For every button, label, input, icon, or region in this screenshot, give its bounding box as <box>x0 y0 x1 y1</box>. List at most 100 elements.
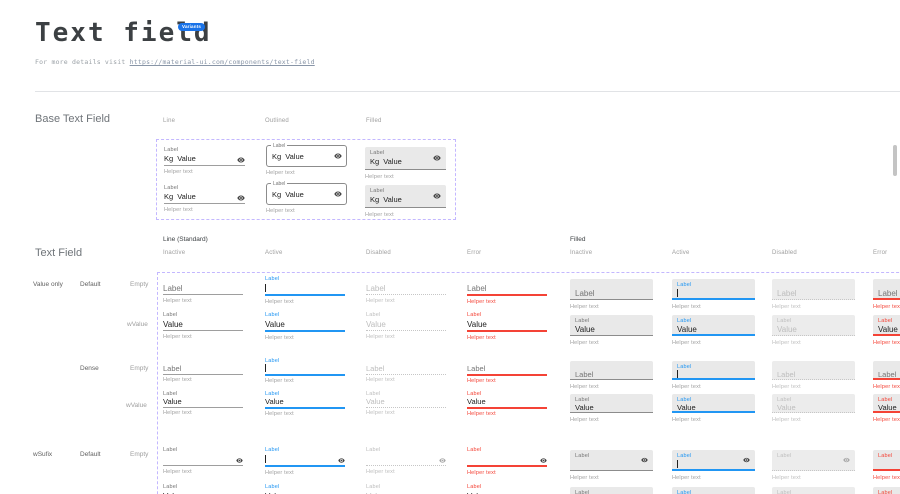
visibility-icon[interactable] <box>237 194 245 202</box>
filled-field-disabled-empty[interactable]: Label Helper text <box>772 357 855 390</box>
filled-field-disabled-empty[interactable]: Label Helper text <box>772 275 855 310</box>
floating-label: Label <box>677 453 692 459</box>
line-field-disabled-empty-sufix[interactable]: Label Helper text <box>366 446 446 475</box>
filled-field-inactive-value[interactable]: Label Value Helper text <box>570 390 653 423</box>
variants-badge[interactable]: Variants <box>178 23 206 31</box>
filled-field-inactive-empty-sufix[interactable]: Label Helper text <box>570 446 653 481</box>
line-field-active-empty[interactable]: Label Helper text <box>265 357 345 384</box>
line-field-active-empty-sufix[interactable]: Label Helper text <box>265 446 345 476</box>
docs-link[interactable]: https://material-ui.com/components/text-… <box>129 58 315 66</box>
filled-field-active-empty[interactable]: Label Helper text <box>672 275 755 310</box>
filled-field-active-value[interactable]: Label Value Helper text <box>672 311 755 346</box>
line-field-inactive-empty[interactable]: Label Helper text <box>163 357 243 383</box>
base-outlined-field[interactable]: Label Kg Value Helper text <box>266 181 347 214</box>
scrollbar-thumb[interactable] <box>893 145 897 176</box>
outlined-input: Label Kg Value <box>266 143 347 167</box>
filled-field-active-empty-sufix[interactable]: Label Helper text <box>672 446 755 481</box>
row-size-label: Dense <box>80 365 99 372</box>
line-field-error-empty[interactable]: Label Helper text <box>467 275 547 305</box>
filled-input: Label <box>570 361 653 380</box>
filled-field-error-empty[interactable]: Label Helper text <box>873 275 900 310</box>
filled-field-disabled-value[interactable]: Label Value Helper text <box>772 390 855 423</box>
field-value <box>366 454 446 465</box>
visibility-icon[interactable] <box>641 457 648 464</box>
floating-label: Label <box>271 181 288 187</box>
line-field-inactive-value[interactable]: Label Value Helper text <box>163 390 243 416</box>
helper-text: Helper text <box>873 340 900 346</box>
filled-field-inactive-empty[interactable]: Label Helper text <box>570 357 653 390</box>
line-field-error-empty-sufix[interactable]: Label Helper text <box>467 446 547 476</box>
placeholder-label: Label <box>467 364 486 373</box>
line-field-disabled-empty[interactable]: Label Helper text <box>366 357 446 383</box>
helper-text: Helper text <box>467 411 496 417</box>
filled-field-disabled-empty-sufix[interactable]: Label Helper text <box>772 446 855 481</box>
floating-label <box>777 281 850 288</box>
floating-label: Label <box>265 391 280 397</box>
prefix-text: Kg <box>272 151 282 161</box>
base-filled-field[interactable]: Label Kg Value Helper text <box>365 143 446 180</box>
helper-text: Helper text <box>164 207 193 213</box>
visibility-icon[interactable] <box>236 457 243 464</box>
filled-field-inactive-value[interactable]: Label Value Helper text <box>570 311 653 346</box>
filled-field-error-empty[interactable]: Label Helper text <box>873 357 900 390</box>
base-line-field[interactable]: Label Kg Value Helper text <box>164 146 245 175</box>
underline <box>265 374 345 376</box>
visibility-icon[interactable] <box>334 152 342 160</box>
filled-field-active-value[interactable]: Label Value Helper text <box>672 390 755 423</box>
field-value: Value <box>366 319 446 330</box>
line-field-disabled-value[interactable]: Label Value Helper text <box>366 390 446 416</box>
underline <box>163 330 243 331</box>
base-outlined-field[interactable]: Label Kg Value Helper text <box>266 143 347 176</box>
visibility-icon[interactable] <box>439 457 446 464</box>
line-field-active-value[interactable]: Label Value Helper text <box>265 390 345 417</box>
field-value <box>878 459 900 469</box>
visibility-icon[interactable] <box>433 192 441 200</box>
line-field-error-value[interactable]: Label Value Helper text <box>467 311 547 341</box>
filled-field-inactive-empty[interactable]: Label Helper text <box>570 275 653 310</box>
filled-field-error-value[interactable]: Label Value Helper text <box>873 311 900 346</box>
helper-text: Helper text <box>772 417 801 423</box>
line-field-active-empty[interactable]: Label Helper text <box>265 275 345 305</box>
row-size-label: Default <box>80 451 101 458</box>
base-filled-field[interactable]: Label Kg Value Helper text <box>365 181 446 218</box>
field-value: Value <box>265 491 345 494</box>
filled-field-error-value[interactable]: Label Value Helper text <box>873 390 900 423</box>
line-field-inactive-empty-sufix[interactable]: Label Helper text <box>163 446 243 475</box>
floating-label: Label <box>467 391 482 397</box>
line-field-inactive-empty[interactable]: Label Helper text <box>163 275 243 304</box>
filled-field-active-empty[interactable]: Label Helper text <box>672 357 755 390</box>
helper-text: Helper text <box>873 475 900 481</box>
line-field-disabled-empty[interactable]: Label Helper text <box>366 275 446 304</box>
line-field-disabled-value[interactable]: Label Value Helper text <box>366 311 446 340</box>
visibility-icon[interactable] <box>743 456 750 463</box>
value-text: Value <box>467 320 487 329</box>
visibility-icon[interactable] <box>843 457 850 464</box>
visibility-icon[interactable] <box>433 154 441 162</box>
filled-field-disabled-value[interactable]: Label Value Helper text <box>772 311 855 346</box>
text-caret <box>265 364 266 372</box>
header-divider <box>35 91 900 92</box>
field-value: Value <box>467 491 547 494</box>
visibility-icon[interactable] <box>338 457 345 464</box>
line-field-active-value[interactable]: Label Value Helper text <box>265 311 345 341</box>
filled-field-error-empty-sufix[interactable]: Label Helper text <box>873 446 900 481</box>
line-field-error-value[interactable]: Label Value Helper text <box>467 390 547 417</box>
floating-label <box>366 357 446 364</box>
visibility-icon[interactable] <box>540 457 547 464</box>
line-field-error-empty[interactable]: Label Helper text <box>467 357 547 384</box>
visibility-icon[interactable] <box>237 156 245 164</box>
base-line-field[interactable]: Label Kg Value Helper text <box>164 184 245 213</box>
line-field-inactive-value[interactable]: Label Value Helper text <box>163 311 243 340</box>
value-text: Value <box>575 403 594 412</box>
visibility-icon[interactable] <box>334 190 342 198</box>
